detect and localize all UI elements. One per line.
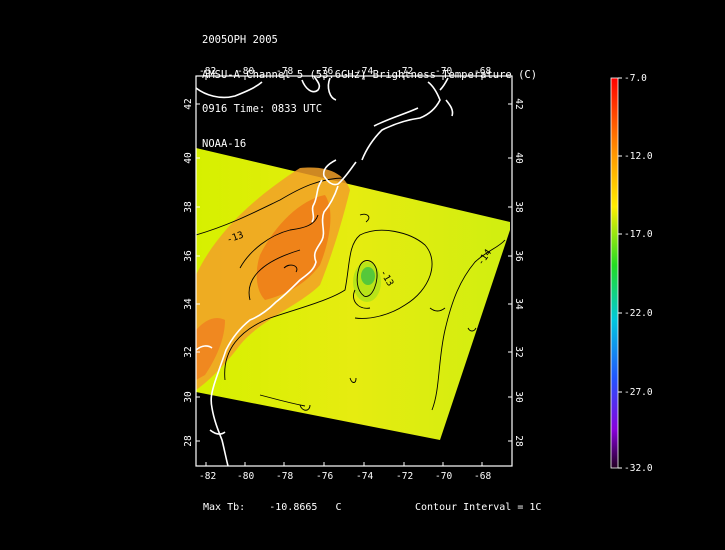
lon-top-0: -82 [199,66,216,77]
tick-marks [196,76,512,466]
time-label: 0916 Time: 0833 UTC [202,103,323,115]
lat-right-5: 32 [513,346,524,357]
lon-top-4: -74 [356,66,373,77]
lat-left-3: 36 [183,250,194,262]
product-title: AMSU-A Channel 5 (53.6GHz) Brightness Te… [202,68,538,81]
lon-bottom-6: -70 [435,471,452,482]
colorbar-label-5: -32.0 [624,463,653,474]
lat-right-1: 40 [513,152,524,164]
lon-top-6: -70 [435,66,452,77]
map-header: 2005OPH 2005 AMSU-A Channel 5 (53.6GHz) … [202,12,537,162]
lon-bottom-5: -72 [396,471,413,482]
contour-interval-label: Contour Interval = 1C [415,502,542,513]
lat-right-0: 42 [513,98,524,109]
colorbar-scale [610,77,619,469]
lat-right-3: 36 [513,250,524,262]
lon-top-3: -76 [316,66,333,77]
lat-left-7: 28 [183,435,194,447]
colorbar-label-2: -17.0 [624,229,653,240]
lat-left-4: 34 [183,298,194,310]
lon-bottom-2: -78 [276,471,293,482]
max-tb-readout: Max Tb: -10.8665 C [203,502,342,513]
lat-right-6: 30 [513,391,524,403]
max-tb-label: Max Tb: [203,502,246,513]
lon-top-5: -72 [396,66,413,77]
lat-left-0: 42 [183,98,194,109]
storm-title: 2005OPH 2005 [202,34,278,46]
cold-blob-inner [361,267,375,285]
lon-bottom-4: -74 [356,471,373,482]
colorbar-label-0: -7.0 [624,73,647,84]
colorbar-label-3: -22.0 [624,308,653,319]
colorbar-label-4: -27.0 [624,387,653,398]
lat-labels-left: 42 40 38 36 34 32 30 28 [183,98,194,446]
max-tb-value: -10.8665 [269,502,318,513]
satellite-label: NOAA-16 [202,137,247,150]
swath: -13 -13 -14 [196,76,510,466]
lat-right-2: 38 [513,201,524,213]
lat-left-6: 30 [183,391,194,403]
warm-south [196,318,225,380]
contour-lines [196,175,506,411]
colorbar-label-1: -12.0 [624,151,653,162]
plot-frame [195,75,513,467]
lon-bottom-1: -80 [237,471,254,482]
lon-bottom-7: -68 [474,471,491,482]
lat-left-2: 38 [183,201,194,213]
lat-right-7: 28 [513,435,524,447]
lon-bottom-3: -76 [316,471,333,482]
lat-right-4: 34 [513,298,524,310]
colorbar: -7.0 -12.0 -17.0 -22.0 -27.0 -32.0 [610,73,653,474]
lon-top-2: -78 [276,66,293,77]
lon-bottom-0: -82 [199,471,216,482]
lon-top-7: -68 [474,66,491,77]
lat-left-5: 32 [183,346,194,357]
max-tb-unit: C [335,502,342,513]
lat-left-1: 40 [183,152,194,164]
lat-labels-right: 42 40 38 36 34 32 30 28 [513,98,524,447]
lon-labels-top: -82 -80 -78 -76 -74 -72 -70 -68 [199,66,491,77]
lon-labels-bottom: -82 -80 -78 -76 -74 -72 -70 -68 [199,471,491,482]
lon-top-1: -80 [237,66,254,77]
coastline [196,76,454,466]
